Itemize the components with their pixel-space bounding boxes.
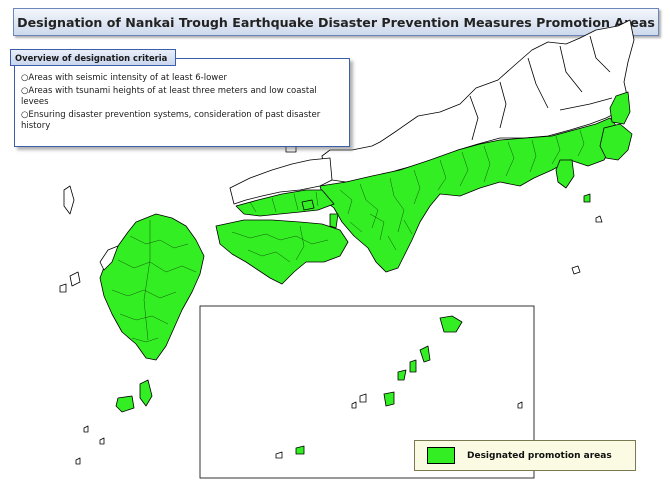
map-legend: Designated promotion areas xyxy=(414,440,636,471)
designated-sanyo xyxy=(235,189,335,217)
criteria-overview-box: ○Areas with seismic intensity of at leas… xyxy=(14,58,350,147)
legend-label: Designated promotion areas xyxy=(467,450,612,461)
designated-tokai-kinki xyxy=(319,117,619,273)
legend-swatch xyxy=(427,447,455,464)
designated-izu xyxy=(555,159,575,189)
designated-ibaraki xyxy=(609,91,631,125)
designated-shikoku xyxy=(215,219,349,285)
map-title-bar: Designation of Nankai Trough Earthquake … xyxy=(13,8,659,36)
criteria-heading: Overview of designation criteria xyxy=(10,49,176,66)
land-chugoku-north xyxy=(229,157,333,205)
island-yakushima xyxy=(115,395,135,413)
map-title: Designation of Nankai Trough Earthquake … xyxy=(17,14,655,30)
designated-kyushu xyxy=(99,213,205,361)
designated-boso xyxy=(599,123,633,161)
criteria-item-tsunami: ○Areas with tsunami heights of at least … xyxy=(21,86,317,107)
criteria-item-intensity: ○Areas with seismic intensity of at leas… xyxy=(21,73,227,83)
criteria-list: ○Areas with seismic intensity of at leas… xyxy=(21,73,341,134)
criteria-item-systems: ○Ensuring disaster prevention systems, c… xyxy=(21,110,321,131)
inset-frame xyxy=(199,305,535,479)
